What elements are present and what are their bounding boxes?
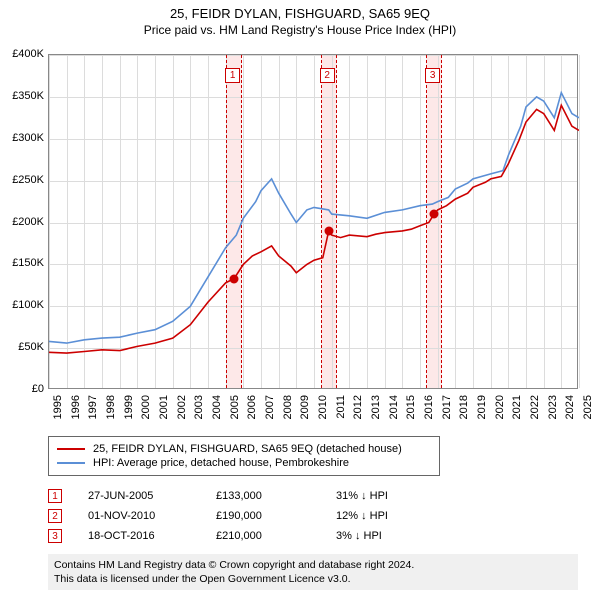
footer-attribution: Contains HM Land Registry data © Crown c…: [48, 554, 578, 590]
event-row: 3 18-OCT-2016£210,0003% ↓ HPI: [48, 526, 456, 546]
event-delta: 3% ↓ HPI: [336, 530, 456, 542]
x-axis-label: 2009: [299, 395, 311, 419]
x-axis-label: 1996: [70, 395, 82, 419]
event-row: 1 27-JUN-2005£133,00031% ↓ HPI: [48, 486, 456, 506]
x-axis-label: 1997: [87, 395, 99, 419]
x-axis-label: 2002: [176, 395, 188, 419]
legend: 25, FEIDR DYLAN, FISHGUARD, SA65 9EQ (de…: [48, 436, 440, 476]
event-date: 18-OCT-2016: [88, 530, 216, 542]
y-axis-label: £250K: [0, 174, 44, 186]
x-axis-label: 2001: [158, 395, 170, 419]
event-date: 27-JUN-2005: [88, 490, 216, 502]
series-prop: [49, 105, 579, 353]
x-axis-label: 2016: [423, 395, 435, 419]
x-axis-label: 2024: [564, 395, 576, 419]
legend-swatch: [57, 448, 85, 450]
event-row: 2 01-NOV-2010£190,00012% ↓ HPI: [48, 506, 456, 526]
footer-line-1: Contains HM Land Registry data © Crown c…: [54, 558, 572, 572]
event-date: 01-NOV-2010: [88, 510, 216, 522]
sale-marker: 1: [225, 68, 240, 83]
x-axis-label: 2022: [529, 395, 541, 419]
event-marker: 3: [48, 529, 62, 543]
event-marker: 1: [48, 489, 62, 503]
chart-subtitle: Price paid vs. HM Land Registry's House …: [0, 23, 600, 37]
x-axis-label: 2025: [582, 395, 594, 419]
x-axis-label: 2014: [388, 395, 400, 419]
x-axis-label: 2020: [494, 395, 506, 419]
x-axis-label: 1998: [105, 395, 117, 419]
x-axis-label: 2015: [405, 395, 417, 419]
x-axis-label: 2005: [229, 395, 241, 419]
y-axis-label: £0: [0, 383, 44, 395]
sale-marker: 3: [425, 68, 440, 83]
x-axis-label: 2019: [476, 395, 488, 419]
x-axis-label: 2000: [140, 395, 152, 419]
chart-container: 25, FEIDR DYLAN, FISHGUARD, SA65 9EQ Pri…: [0, 6, 600, 596]
x-axis-label: 2010: [317, 395, 329, 419]
legend-row: HPI: Average price, detached house, Pemb…: [57, 457, 431, 469]
events-table: 1 27-JUN-2005£133,00031% ↓ HPI 2 01-NOV-201…: [48, 486, 456, 546]
footer-line-2: This data is licensed under the Open Gov…: [54, 572, 572, 586]
x-axis-label: 2006: [246, 395, 258, 419]
x-axis-label: 1999: [123, 395, 135, 419]
y-axis-label: £50K: [0, 341, 44, 353]
x-axis-label: 2011: [335, 395, 347, 419]
sale-point: [324, 226, 333, 235]
event-price: £133,000: [216, 490, 336, 502]
y-axis-label: £300K: [0, 132, 44, 144]
event-delta: 31% ↓ HPI: [336, 490, 456, 502]
event-marker: 2: [48, 509, 62, 523]
y-axis-label: £400K: [0, 48, 44, 60]
x-axis-label: 2003: [193, 395, 205, 419]
y-axis-label: £150K: [0, 257, 44, 269]
x-axis-label: 2021: [511, 395, 523, 419]
y-axis-label: £200K: [0, 216, 44, 228]
event-delta: 12% ↓ HPI: [336, 510, 456, 522]
x-axis-label: 2023: [547, 395, 559, 419]
event-price: £210,000: [216, 530, 336, 542]
x-axis-label: 2017: [441, 395, 453, 419]
y-axis-label: £100K: [0, 299, 44, 311]
legend-label: HPI: Average price, detached house, Pemb…: [93, 457, 349, 469]
x-axis-label: 2013: [370, 395, 382, 419]
x-axis-label: 2007: [264, 395, 276, 419]
chart-title: 25, FEIDR DYLAN, FISHGUARD, SA65 9EQ: [0, 6, 600, 21]
sale-point: [230, 274, 239, 283]
x-axis-label: 2004: [211, 395, 223, 419]
sale-point: [430, 210, 439, 219]
x-axis-label: 2012: [352, 395, 364, 419]
x-axis-label: 2018: [458, 395, 470, 419]
series-svg: [49, 55, 579, 390]
event-price: £190,000: [216, 510, 336, 522]
legend-row: 25, FEIDR DYLAN, FISHGUARD, SA65 9EQ (de…: [57, 443, 431, 455]
x-axis-label: 2008: [282, 395, 294, 419]
gridline-v: [579, 55, 580, 388]
legend-swatch: [57, 462, 85, 464]
chart-plot-area: [48, 54, 578, 389]
sale-marker: 2: [320, 68, 335, 83]
y-axis-label: £350K: [0, 90, 44, 102]
legend-label: 25, FEIDR DYLAN, FISHGUARD, SA65 9EQ (de…: [93, 443, 402, 455]
series-hpi: [49, 93, 579, 343]
x-axis-label: 1995: [52, 395, 64, 419]
